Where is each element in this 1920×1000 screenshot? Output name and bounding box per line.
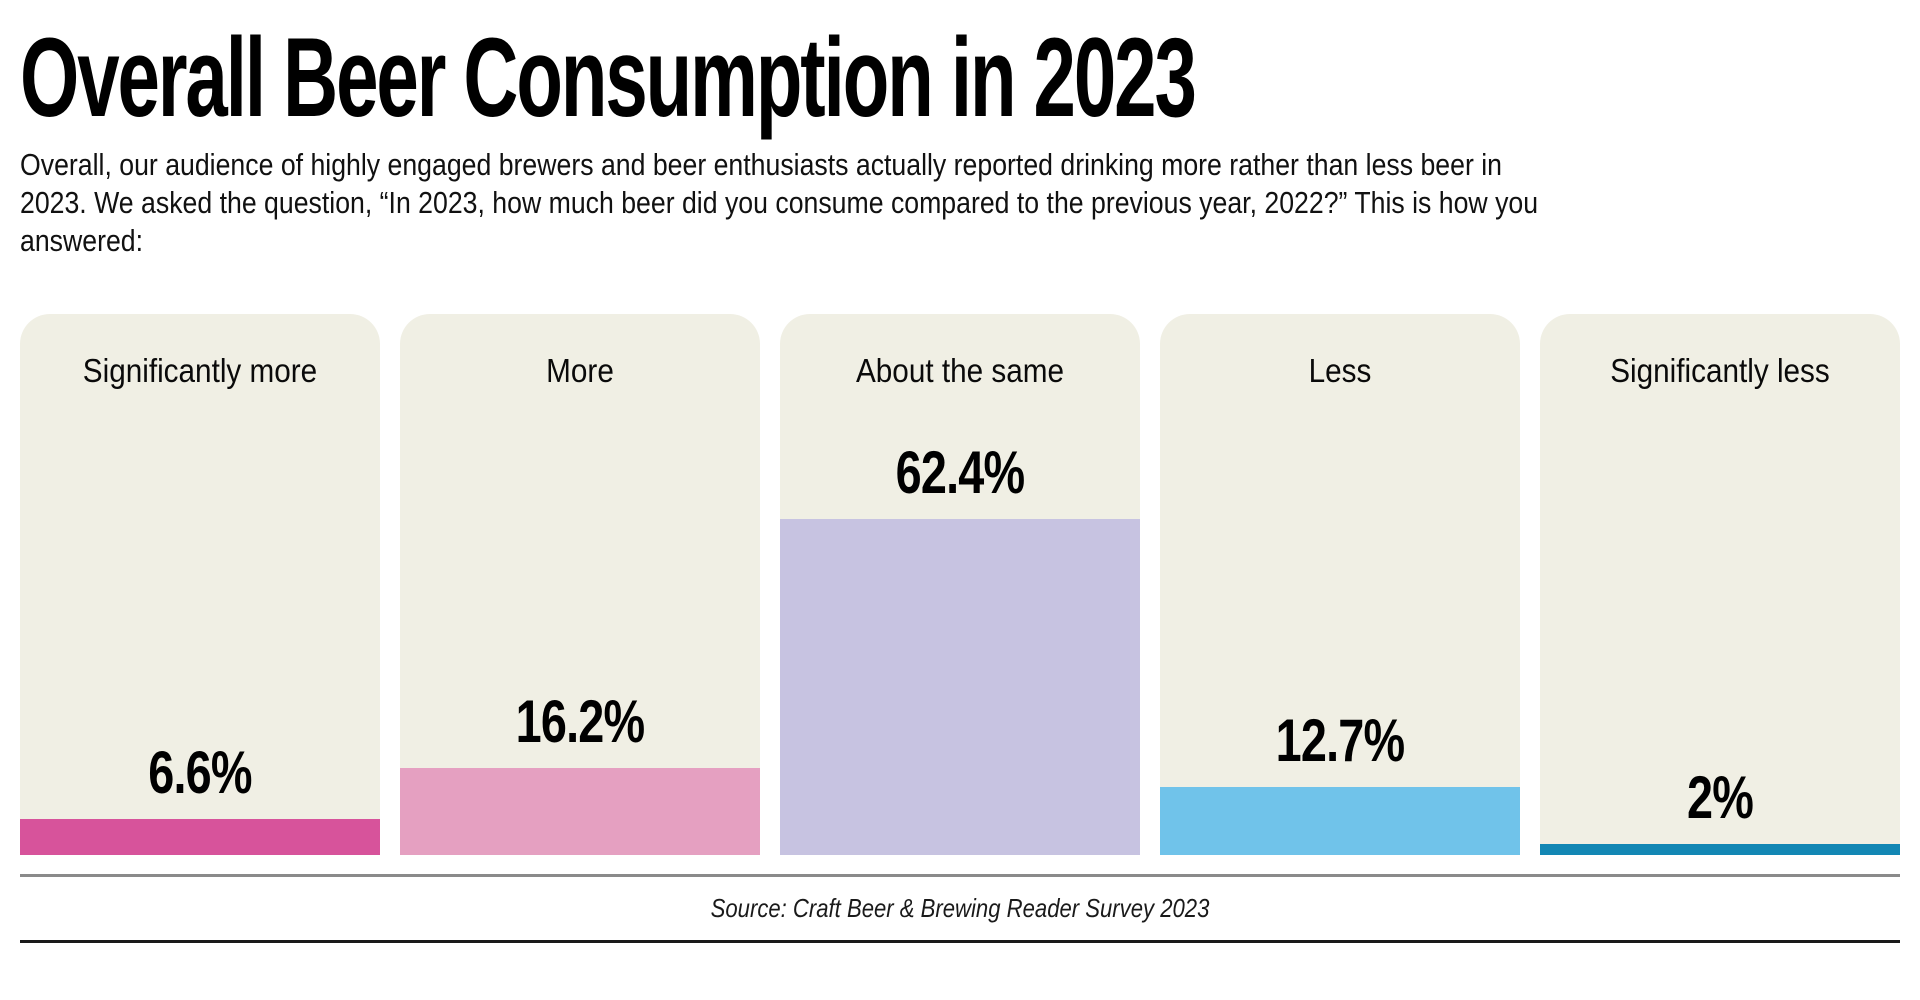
category-label: About the same <box>855 352 1065 389</box>
category-label: Significantly less <box>1610 352 1830 389</box>
column-less: Less 12.7% <box>1160 314 1520 855</box>
value-label: 12.7% <box>1275 707 1406 774</box>
infographic-page: Overall Beer Consumption in 2023 Overall… <box>0 22 1920 943</box>
bar-chart: Significantly more 6.6% More 16.2% About… <box>20 314 1900 855</box>
chart-description: Overall, our audience of highly engaged … <box>20 147 1539 258</box>
category-label: Significantly more <box>82 352 318 389</box>
intro-section: Overall, our audience of highly engaged … <box>20 146 1900 268</box>
value-label: 6.6% <box>148 739 252 806</box>
category-label: More <box>546 352 614 389</box>
bar-more <box>400 768 760 855</box>
header: Overall Beer Consumption in 2023 <box>20 22 1900 136</box>
column-about-the-same: About the same 62.4% <box>780 314 1140 855</box>
bar-significantly-less <box>1540 844 1900 855</box>
page-title: Overall Beer Consumption in 2023 <box>20 15 1197 140</box>
bar-about-the-same <box>780 519 1140 855</box>
value-label: 62.4% <box>895 439 1026 506</box>
bar-significantly-more <box>20 819 380 855</box>
divider-bottom <box>20 940 1900 943</box>
category-label: Less <box>1308 352 1372 389</box>
bar-less <box>1160 787 1520 855</box>
divider-top <box>20 874 1900 877</box>
column-more: More 16.2% <box>400 314 760 855</box>
value-label: 2% <box>1686 764 1754 831</box>
value-label: 16.2% <box>515 688 646 755</box>
column-significantly-less: Significantly less 2% <box>1540 314 1900 855</box>
column-significantly-more: Significantly more 6.6% <box>20 314 380 855</box>
source-text: Source: Craft Beer & Brewing Reader Surv… <box>710 893 1210 923</box>
